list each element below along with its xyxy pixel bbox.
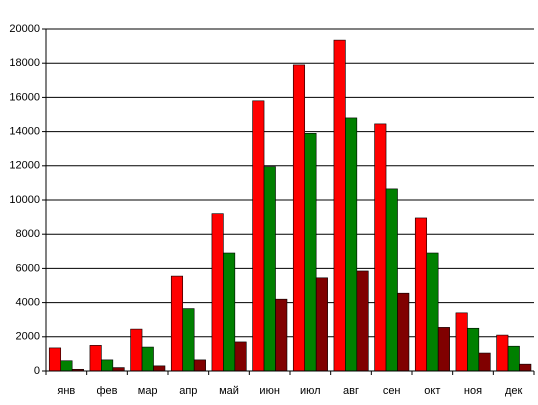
bar <box>496 334 509 372</box>
x-tick-label: авг <box>343 385 359 397</box>
y-tick-label: 8000 <box>16 228 40 240</box>
x-tick-label: ноя <box>464 385 482 397</box>
x-tick-label: апр <box>179 385 197 397</box>
bar <box>315 277 328 372</box>
bar <box>345 117 358 372</box>
bar <box>333 39 346 372</box>
y-tick-label: 10000 <box>9 194 40 206</box>
bar <box>519 363 532 372</box>
bar <box>89 345 102 372</box>
bar <box>193 359 206 372</box>
bar <box>374 123 387 372</box>
bar <box>467 327 480 372</box>
x-tick-label: июл <box>300 385 321 397</box>
bar <box>141 346 154 372</box>
bar <box>263 166 276 372</box>
bar <box>130 328 143 372</box>
bar <box>356 270 369 372</box>
y-tick-label: 18000 <box>9 57 40 69</box>
bar <box>385 188 398 372</box>
bar <box>478 352 491 372</box>
x-tick-label: окт <box>424 385 440 397</box>
bar <box>275 298 288 372</box>
y-tick-label: 20000 <box>9 23 40 35</box>
x-tick-label: янв <box>57 385 75 397</box>
bar <box>437 327 450 372</box>
bar <box>455 312 468 372</box>
bar <box>101 359 114 372</box>
x-tick-label: мар <box>138 385 158 397</box>
bar <box>112 367 125 372</box>
bar <box>304 133 317 372</box>
y-tick-label: 16000 <box>9 91 40 103</box>
bar <box>48 347 62 372</box>
bar <box>397 292 410 372</box>
bar <box>414 217 428 372</box>
y-tick-label: 2000 <box>16 331 40 343</box>
x-tick-label: июн <box>259 385 279 397</box>
bar <box>426 252 439 372</box>
y-tick-label: 4000 <box>16 297 40 309</box>
x-tick-label: дек <box>505 385 523 397</box>
y-tick-label: 0 <box>34 365 40 377</box>
bar <box>211 213 224 372</box>
bar <box>292 64 306 372</box>
x-tick-label: фев <box>96 385 117 397</box>
bar <box>234 341 247 372</box>
bar <box>223 252 236 372</box>
bar <box>252 100 265 372</box>
y-tick-label: 12000 <box>9 160 40 172</box>
bar <box>182 308 195 372</box>
bar <box>170 275 184 372</box>
y-tick-label: 6000 <box>16 262 40 274</box>
y-tick-label: 14000 <box>9 126 40 138</box>
bar <box>153 365 166 372</box>
bar <box>507 345 520 372</box>
x-tick-label: сен <box>383 385 401 397</box>
bar <box>60 360 73 372</box>
x-tick-label: май <box>219 385 239 397</box>
